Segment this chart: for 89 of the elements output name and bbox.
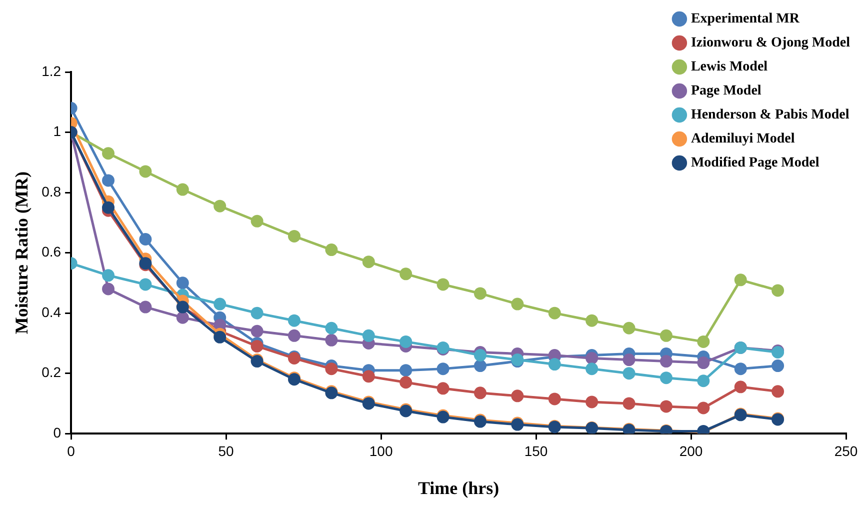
point (325, 334, 338, 346)
point (288, 329, 300, 342)
point (511, 390, 524, 402)
point (139, 165, 152, 178)
point (176, 276, 189, 290)
x-tick-label: 0 (67, 442, 76, 459)
y-axis-title: Moisture Ratio (MR) (11, 171, 32, 334)
point (622, 322, 636, 334)
x-tick-label: 150 (524, 442, 548, 459)
legend-label: Lewis Model (690, 60, 768, 75)
point (400, 364, 412, 377)
point (400, 335, 412, 348)
point (288, 314, 300, 327)
point (772, 284, 784, 297)
point (697, 356, 710, 370)
point (474, 386, 486, 400)
y-tick-label: 0.2 (42, 364, 62, 380)
legend-label: Ademiluyi Model (690, 132, 795, 147)
y-tick-label: 1 (53, 123, 62, 140)
legend-label: Page Model (690, 84, 762, 99)
point (139, 300, 152, 314)
point (511, 298, 524, 310)
x-tick-label: 100 (369, 442, 393, 459)
y-tick-label: 1.2 (42, 62, 62, 79)
point (176, 311, 189, 324)
point (734, 362, 747, 376)
point (734, 380, 747, 394)
point (772, 360, 784, 372)
x-tick-label: 250 (834, 442, 858, 459)
point (325, 244, 338, 256)
point (102, 201, 115, 214)
point (436, 278, 450, 291)
point (325, 322, 338, 334)
y-tick-label: 0.4 (42, 304, 62, 320)
point (586, 314, 598, 327)
legend-label: Experimental MR (690, 12, 800, 27)
point (102, 269, 115, 282)
point (660, 400, 672, 413)
point (325, 362, 338, 376)
point (586, 396, 598, 408)
y-tick-label: 0.6 (42, 244, 62, 260)
point (660, 329, 672, 342)
y-tick-label: 0.8 (42, 183, 62, 200)
point (250, 340, 264, 352)
point (474, 360, 486, 372)
point (250, 214, 264, 228)
x-tick-label: 200 (679, 442, 703, 459)
point (250, 324, 264, 338)
point (660, 355, 672, 368)
point (176, 183, 189, 196)
point (474, 287, 486, 300)
point (400, 268, 412, 280)
point (734, 274, 747, 286)
point (214, 330, 226, 344)
point (548, 392, 561, 406)
point (436, 382, 450, 395)
point (474, 349, 486, 362)
x-tick-label: 50 (218, 442, 234, 459)
point (288, 230, 300, 242)
point (102, 282, 115, 296)
point (436, 362, 450, 376)
point (772, 385, 784, 398)
y-tick-label: 0 (53, 424, 62, 440)
point (102, 147, 115, 160)
point (660, 372, 672, 384)
legend-label: Henderson & Pabis Model (690, 108, 850, 123)
point (102, 174, 115, 187)
point (622, 397, 636, 410)
point (214, 200, 226, 212)
point (697, 374, 710, 388)
point (139, 278, 152, 291)
point (362, 370, 375, 383)
point (548, 358, 561, 371)
point (697, 335, 710, 348)
legend-label: Izionworu & Ojong Model (690, 36, 850, 51)
point (362, 329, 375, 342)
point (697, 402, 710, 414)
point (622, 354, 636, 366)
point (400, 376, 412, 389)
point (586, 352, 598, 365)
point (586, 362, 598, 376)
point (214, 298, 226, 310)
legend-label: Modified Page Model (690, 156, 820, 171)
x-axis-title: Time (hrs) (418, 478, 500, 498)
point (362, 256, 375, 268)
point (548, 306, 561, 320)
point (250, 306, 264, 320)
point (622, 367, 636, 380)
point (139, 232, 152, 246)
